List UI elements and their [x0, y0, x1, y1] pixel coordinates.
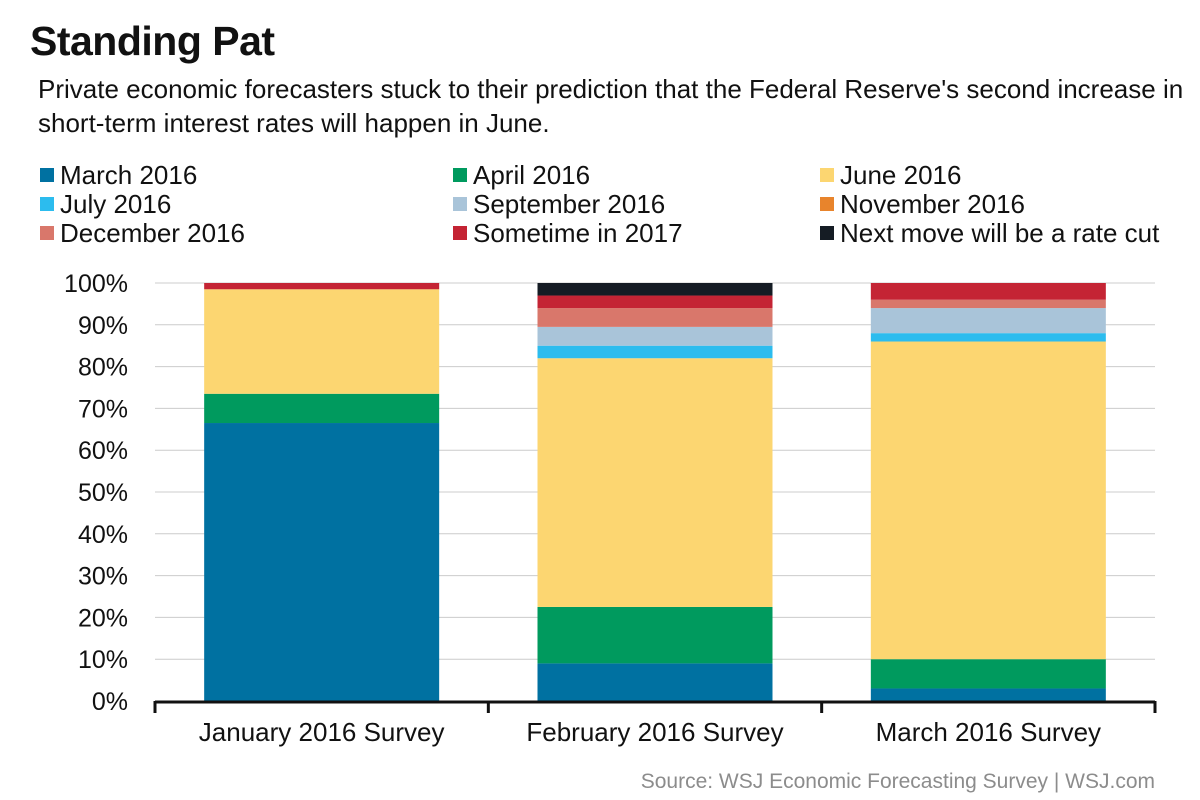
y-tick-label: 90% [78, 312, 128, 340]
legend-swatch [453, 168, 467, 182]
legend-label: December 2016 [60, 217, 245, 248]
bar-segment-sometime-in-2017 [204, 283, 440, 290]
y-tick-label: 60% [78, 437, 128, 465]
bar-segment-september-2016 [537, 326, 773, 346]
legend-item-june-2016: June 2016 [820, 160, 961, 190]
legend-label: Next move will be a rate cut [840, 217, 1160, 248]
bar-segment-sometime-in-2017 [537, 295, 773, 309]
chart-subtitle: Private economic forecasters stuck to th… [38, 74, 1184, 138]
y-tick-label: 30% [78, 563, 128, 591]
bar-segment-march-2016 [204, 423, 440, 701]
bar-segment-april-2016 [870, 659, 1106, 689]
x-tick-label: January 2016 Survey [199, 717, 445, 747]
legend-label: Sometime in 2017 [473, 217, 683, 248]
y-tick-label: 100% [64, 270, 128, 298]
x-tick-label: March 2016 Survey [876, 717, 1101, 747]
legend-swatch [40, 197, 54, 211]
bar-segment-june-2016 [870, 341, 1106, 660]
bar-segment-april-2016 [537, 606, 773, 664]
legend-swatch [820, 226, 834, 240]
x-tick-label: February 2016 Survey [526, 717, 783, 747]
legend-swatch [453, 226, 467, 240]
legend-item-december-2016: December 2016 [40, 218, 245, 248]
legend-item-september-2016: September 2016 [453, 189, 665, 219]
legend-label: November 2016 [840, 188, 1025, 219]
legend-swatch [453, 197, 467, 211]
legend-item-march-2016: March 2016 [40, 160, 197, 190]
legend-swatch [820, 197, 834, 211]
y-tick-label: 10% [78, 646, 128, 674]
legend-item-next-move-will-be-a-rate-cut: Next move will be a rate cut [820, 218, 1159, 248]
bar-segment-sometime-in-2017 [870, 283, 1106, 300]
bar-segment-march-2016 [537, 663, 773, 701]
legend-label: July 2016 [60, 188, 172, 219]
bar-segment-december-2016 [870, 299, 1106, 309]
legend-label: September 2016 [473, 188, 666, 219]
legend-label: March 2016 [60, 159, 198, 190]
source-note: Source: WSJ Economic Forecasting Survey … [640, 770, 1155, 793]
legend-item-july-2016: July 2016 [40, 189, 171, 219]
legend-label: June 2016 [840, 159, 962, 190]
legend-swatch [820, 168, 834, 182]
legend-item-november-2016: November 2016 [820, 189, 1025, 219]
bar-segment-september-2016 [870, 308, 1106, 334]
bar-segment-march-2016 [870, 688, 1106, 701]
legend-swatch [40, 226, 54, 240]
legend-item-april-2016: April 2016 [453, 160, 590, 190]
bar-segment-june-2016 [204, 289, 440, 394]
legend-item-sometime-in-2017: Sometime in 2017 [453, 218, 683, 248]
bar-segment-april-2016 [204, 393, 440, 424]
y-tick-label: 70% [78, 395, 128, 423]
y-tick-label: 40% [78, 521, 128, 549]
bar-segment-december-2016 [537, 308, 773, 327]
bar-segment-june-2016 [537, 358, 773, 607]
y-tick-label: 50% [78, 479, 128, 507]
chart-title: Standing Pat [30, 18, 275, 64]
bar-segment-july-2016 [537, 345, 773, 359]
bar-segment-july-2016 [870, 333, 1106, 342]
legend-label: April 2016 [473, 159, 591, 190]
y-tick-label: 80% [78, 354, 128, 382]
legend-swatch [40, 168, 54, 182]
bar-segment-next-move-will-be-a-rate-cut [537, 283, 773, 296]
y-tick-label: 0% [92, 688, 128, 716]
y-tick-label: 20% [78, 604, 128, 632]
